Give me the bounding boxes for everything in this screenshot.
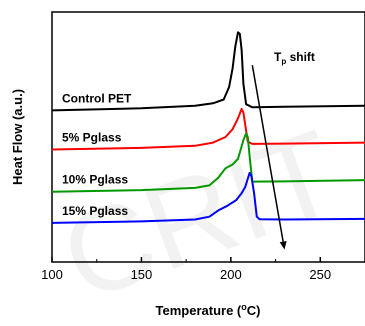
x-axis-unit-degree: o	[241, 302, 247, 312]
tp-shift-label: Tp shift	[274, 50, 315, 66]
series-label-2: 5% Pglass	[62, 131, 122, 145]
series-line-1	[51, 31, 365, 112]
x-tick-label: 250	[309, 267, 331, 282]
series-label-4: 15% Pglass	[62, 204, 128, 218]
tp-shift-arrow	[251, 64, 284, 242]
series-line-4	[51, 171, 365, 224]
series-label-3: 10% Pglass	[62, 173, 128, 187]
x-tick-group: 100 150 200 250	[41, 257, 331, 282]
series-line-3	[51, 132, 365, 193]
tp-shift-annotation: Tp shift	[251, 50, 315, 250]
series-line-2	[51, 107, 365, 151]
x-tick-label: 150	[131, 267, 153, 282]
plot-frame	[51, 11, 365, 263]
tp-shift-arrowhead	[279, 241, 287, 250]
x-tick-label: 100	[41, 267, 63, 282]
x-axis-title: Temperature (oC)	[156, 302, 261, 318]
x-tick-label: 200	[220, 267, 242, 282]
series-label-1: Control PET	[62, 91, 132, 105]
series-group: Control PET 5% Pglass 10% Pglass 15% Pglass	[51, 31, 365, 224]
y-axis-title: Heat Flow (a.u.)	[10, 89, 25, 185]
